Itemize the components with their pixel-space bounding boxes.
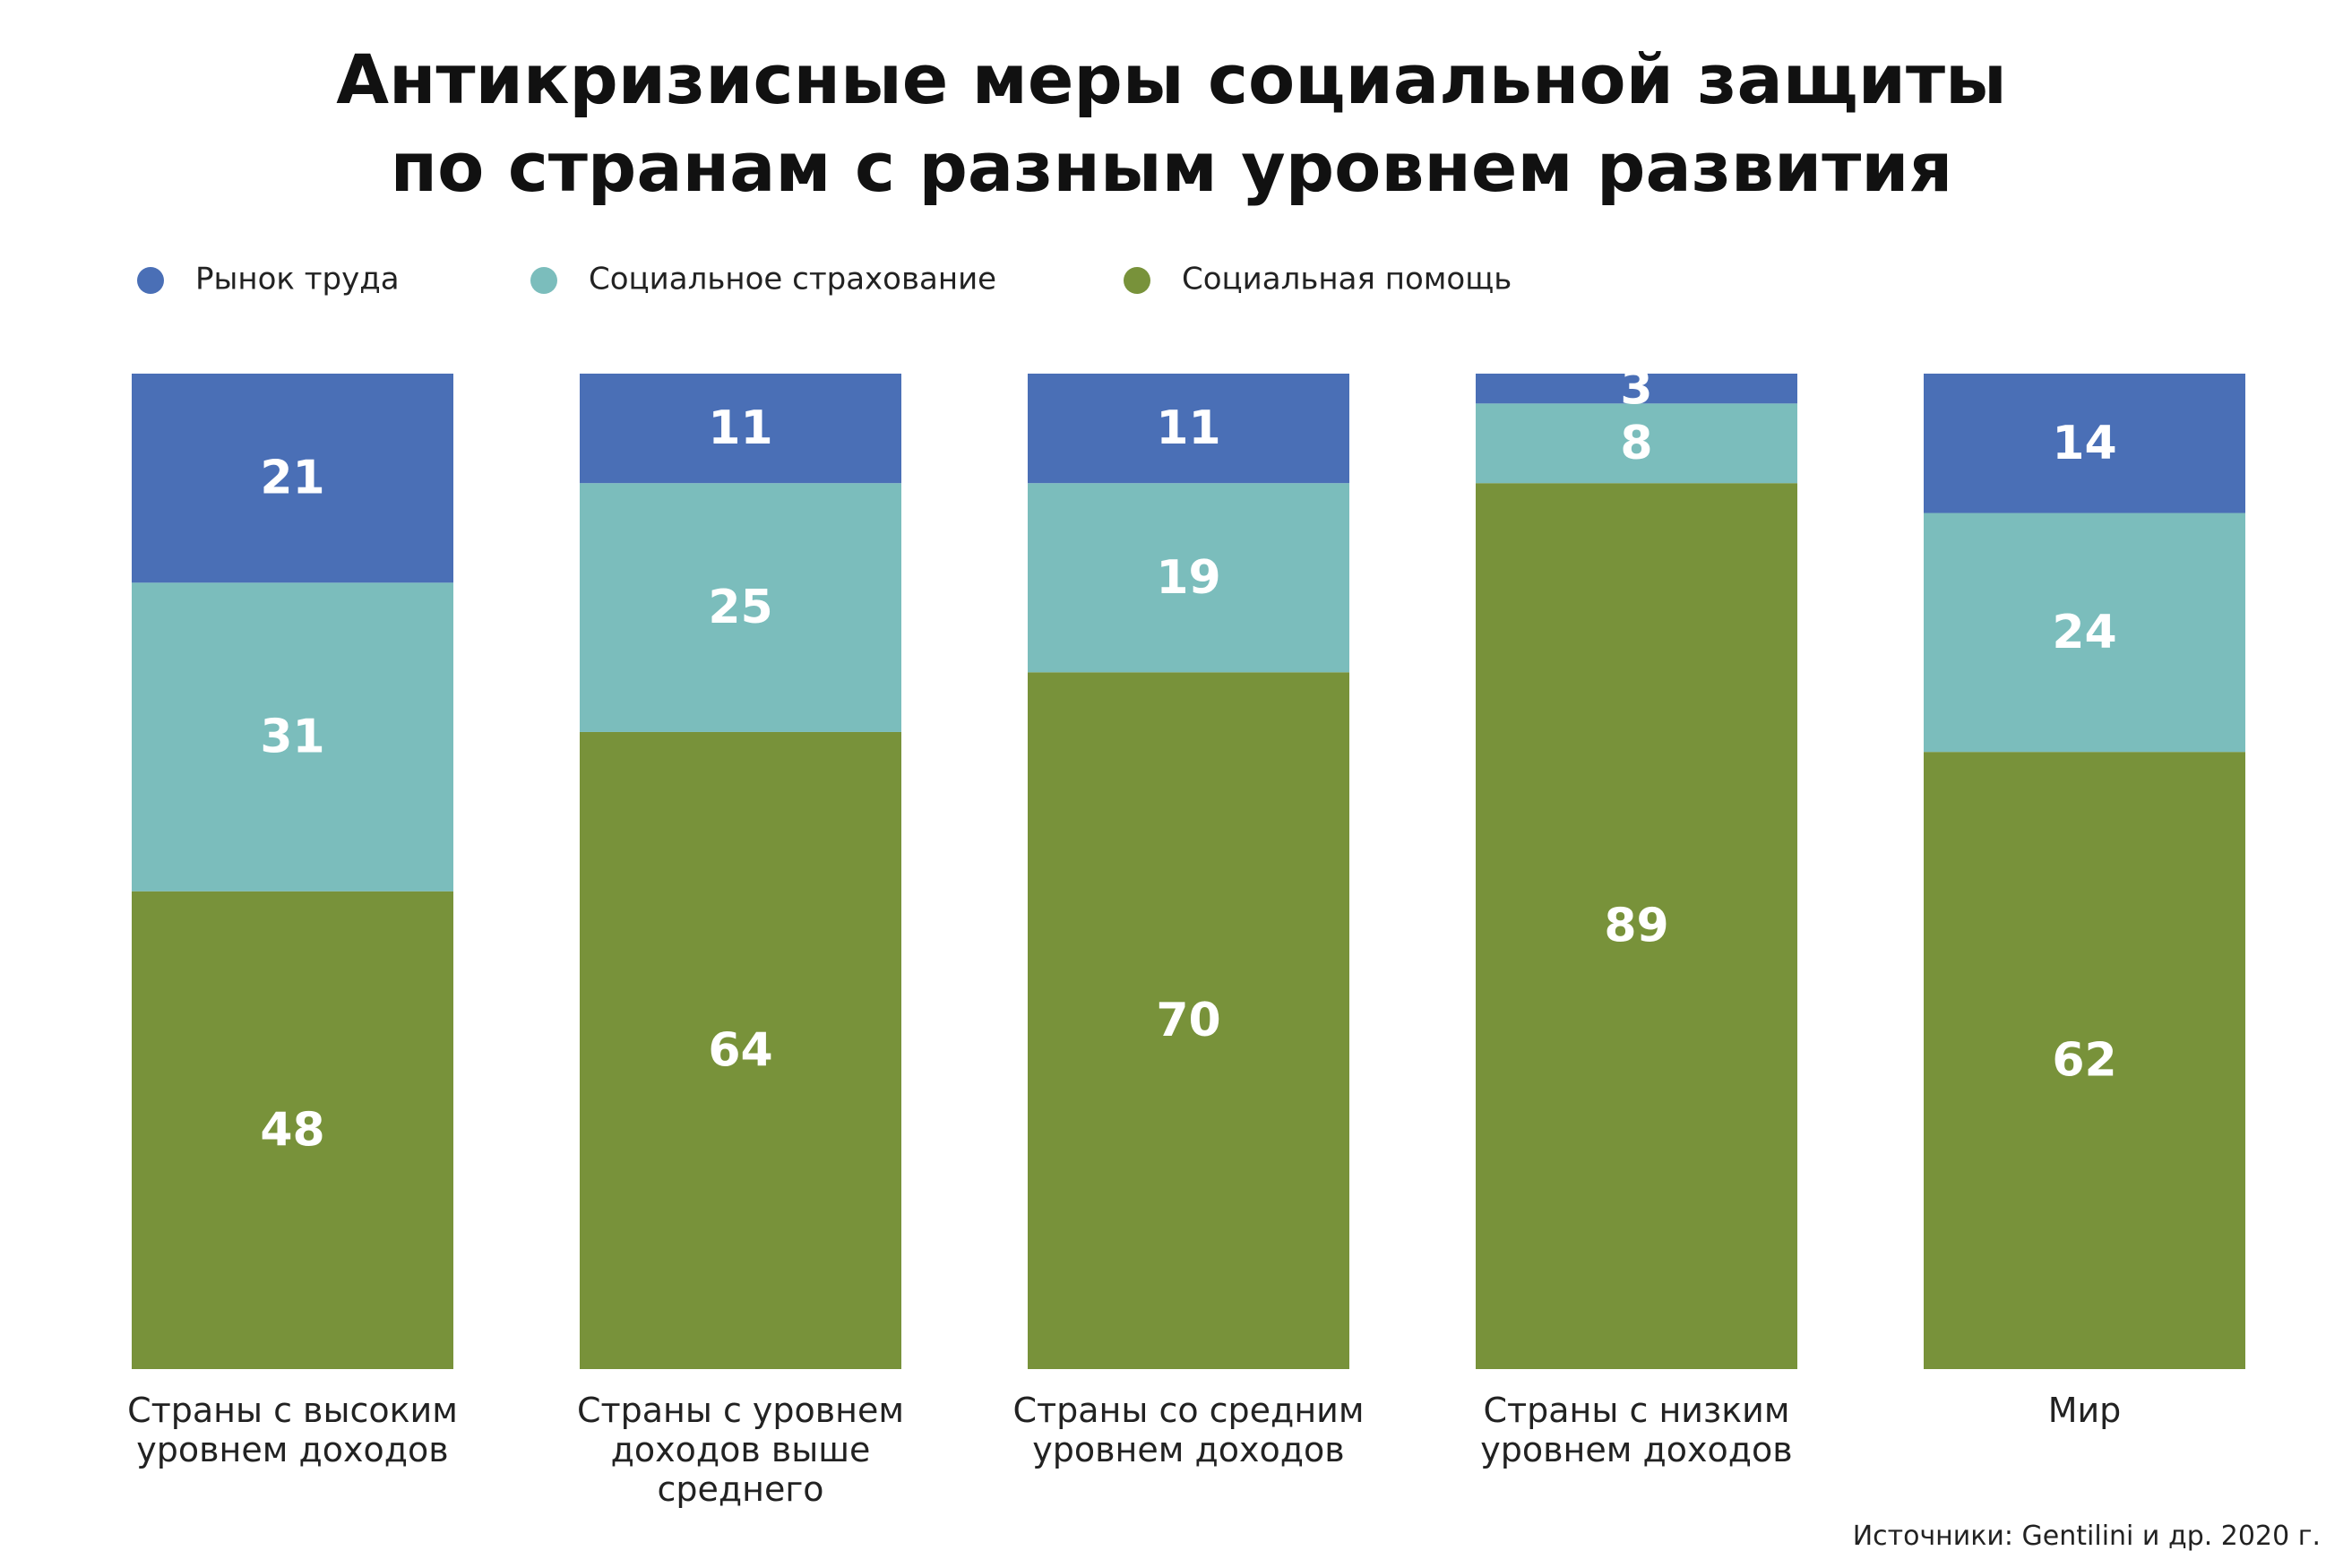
data-label: 62 [2052,1034,2116,1088]
legend-label: Социальная помощь [1182,262,1512,297]
category-label: Страны с низким уровнем доходов [1480,1391,1793,1469]
category-label: Мир [2047,1391,2122,1430]
bar-segment [1028,672,1349,1369]
bar-segment [1028,374,1349,484]
category-label: Страны с высоким уровнем доходов [127,1391,458,1469]
bar-segment [580,483,901,732]
data-label: 70 [1156,994,1220,1047]
data-label: 11 [1156,401,1220,455]
bar-segment [132,891,453,1369]
data-label: 14 [2052,417,2116,470]
data-label: 64 [708,1023,772,1077]
data-label: 24 [2052,606,2116,659]
bar-segment [1924,374,2245,513]
chart-title: Антикризисные меры социальной защиты по … [336,39,2007,207]
bar-segment [580,731,901,1369]
data-label: 21 [260,452,324,505]
data-label: 25 [708,581,772,634]
source-note: Источники: Gentilini и др. 2020 г. [1852,1521,2321,1552]
legend-marker [137,267,164,294]
category-label: Страны со средним уровнем доходов [1012,1391,1365,1469]
bar-segment [1476,374,1797,404]
bar-segment [132,582,453,892]
legend-label: Социальное страхование [589,262,996,297]
bar-segment [580,374,901,484]
data-label: 8 [1620,417,1652,470]
data-label: 48 [260,1103,324,1157]
legend-label: Рынок труда [195,262,400,297]
legend-marker [1124,267,1150,294]
data-label: 31 [260,711,324,764]
category-label: Страны с уровнем доходов выше среднего [576,1391,905,1509]
bar-segment [1476,403,1797,484]
data-label: 19 [1156,551,1220,605]
bar-segment [1476,483,1797,1369]
bar-segment [1924,752,2245,1369]
bar-segment [1028,483,1349,673]
legend-marker [530,267,557,294]
data-label: 11 [708,401,772,455]
data-label: 89 [1604,900,1668,953]
bar-segment [1924,513,2245,753]
data-label: 3 [1620,362,1652,416]
bar-segment [132,374,453,583]
